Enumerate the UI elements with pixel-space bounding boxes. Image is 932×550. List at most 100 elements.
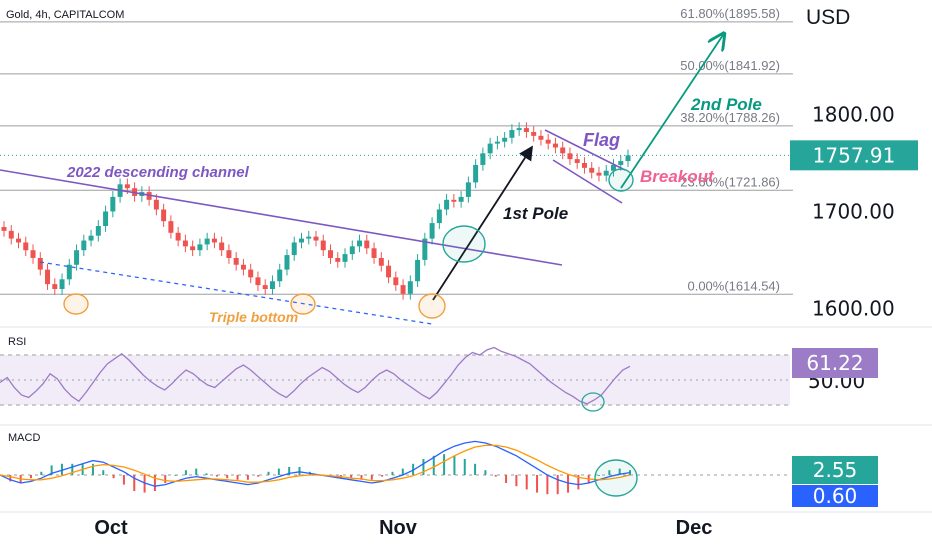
candle-body (560, 147, 566, 154)
macd-hist-bar (484, 470, 487, 475)
candle-body (487, 143, 493, 154)
macd-hist-bar (401, 468, 404, 475)
descending-channel-lower (39, 261, 433, 325)
second-pole-label: 2nd Pole (690, 95, 762, 114)
candle-body (110, 196, 116, 212)
candle-body (567, 153, 573, 160)
macd-hist-bar (257, 475, 260, 477)
macd-hist-bar (29, 475, 32, 479)
rsi-circle (581, 392, 605, 412)
macd-hist-bar (618, 468, 621, 475)
candle-body (88, 235, 94, 241)
fib-label-3: 23.60%(1721.86) (680, 174, 780, 189)
breakout-label: Breakout (640, 167, 715, 186)
macd-hist-bar (164, 475, 167, 483)
candle-body (262, 285, 268, 289)
candle-body (509, 130, 515, 138)
candle-body (328, 250, 334, 258)
candle-body (66, 264, 72, 280)
macd-hist-bar (556, 475, 559, 495)
candle-body (211, 238, 217, 243)
macd-value: 2.55 (813, 458, 858, 482)
candle-body (436, 209, 442, 224)
macd-hist-bar (9, 475, 12, 482)
candle-body (1, 226, 7, 231)
macd-hist-bar (577, 475, 580, 490)
macd-hist-bar (102, 470, 105, 475)
macd-hist-bar (288, 467, 291, 475)
macd-circle (594, 459, 638, 497)
macd-value-badge (792, 456, 878, 484)
candle-body (545, 139, 551, 144)
candle-body (342, 254, 348, 262)
chart-header: Gold, 4h, CAPITALCOM (6, 9, 124, 21)
channel-label: 2022 descending channel (66, 164, 250, 181)
macd-hist-bar (71, 463, 74, 475)
candle-body (277, 269, 283, 282)
candle-body (161, 209, 167, 222)
macd-hist-bar (277, 468, 280, 475)
macd-hist-bar (474, 463, 477, 475)
macd-hist-bar (112, 475, 115, 479)
flag-breakout-circle (608, 168, 634, 192)
candle-body (538, 135, 544, 140)
candle-body (8, 230, 14, 239)
macd-hist-bar (122, 475, 125, 485)
candle-body (415, 259, 421, 282)
candle-body (233, 257, 239, 265)
candle-body (23, 242, 29, 251)
candle-body (407, 281, 413, 294)
candle-body (298, 238, 304, 243)
macd-title: MACD (8, 432, 40, 444)
current-price-value: 1757.91 (813, 143, 896, 167)
candle-body (458, 196, 464, 202)
candle-body (494, 141, 500, 144)
candle-body (37, 257, 43, 270)
triple-bottom-label: Triple bottom (209, 309, 298, 325)
candle-body (190, 246, 196, 251)
macd-hist-bar (226, 475, 229, 479)
macd-hist-bar (422, 459, 425, 475)
candle-body (603, 170, 609, 176)
candle-body (516, 128, 522, 131)
signal-line (0, 444, 631, 483)
candle-body (313, 236, 319, 241)
candle-body (335, 257, 341, 262)
candle-body (625, 155, 631, 162)
price-tick-2: 1600.00 (812, 296, 895, 320)
flag-lower-line (552, 159, 623, 204)
candle-body (168, 221, 174, 233)
candle-body (386, 265, 392, 278)
macd-hist-bar (91, 463, 94, 475)
macd-hist-bar (546, 475, 549, 495)
macd-line (0, 440, 631, 487)
macd-hist-bar (505, 475, 508, 483)
macd-hist-bar (370, 475, 373, 480)
macd-hist-bar (184, 470, 187, 475)
candle-body (531, 131, 537, 136)
macd-hist-bar (432, 455, 435, 475)
rsi-value: 61.22 (806, 351, 863, 375)
candle-body (306, 236, 312, 239)
flag-upper-line (544, 129, 626, 171)
candle-body (378, 257, 384, 266)
macd-hist-bar (60, 463, 63, 475)
fibonacci-levels: 61.80%(1895.58) 50.00%(1841.92) 38.20%(178… (0, 6, 793, 295)
macd-hist-bar (236, 475, 239, 480)
candle-body (589, 167, 595, 173)
candle-body (255, 277, 261, 286)
macd-hist-bar (350, 475, 353, 479)
candle-body (45, 269, 51, 285)
fib-label-1: 50.00%(1841.92) (680, 58, 780, 73)
macd-hist-bar (133, 475, 136, 491)
descending-channel-upper (0, 169, 563, 266)
candle-body (284, 255, 290, 270)
candle-body (269, 281, 275, 289)
candle-body (480, 153, 486, 165)
macd-hist-bar (598, 475, 601, 476)
time-label-dec: Dec (676, 517, 713, 539)
candle-body (422, 238, 428, 260)
candle-body (291, 242, 297, 256)
bottom-circle-1 (63, 293, 89, 315)
